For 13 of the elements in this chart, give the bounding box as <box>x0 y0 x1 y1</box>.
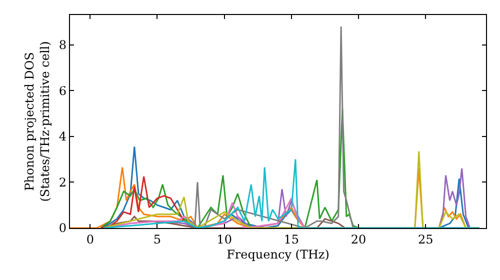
x-tick-label: 5 <box>153 232 162 246</box>
y-tick-label: 6 <box>58 84 66 98</box>
x-axis-title: Frequency (THz) <box>226 247 330 262</box>
y-tick-label: 4 <box>58 130 67 144</box>
y-tick-label: 0 <box>58 221 66 236</box>
x-tick-label: 10 <box>216 232 232 246</box>
y-tick-label: 8 <box>58 38 66 52</box>
y-axis-title: Phonon projected DOS (States/THz·primitive cell) <box>22 41 52 202</box>
x-tick-label: 20 <box>350 232 366 246</box>
y-tick-label: 2 <box>58 175 66 190</box>
x-tick-label: 0 <box>86 232 94 246</box>
x-tick-label: 25 <box>418 232 434 246</box>
x-tick-label: 15 <box>284 232 300 246</box>
